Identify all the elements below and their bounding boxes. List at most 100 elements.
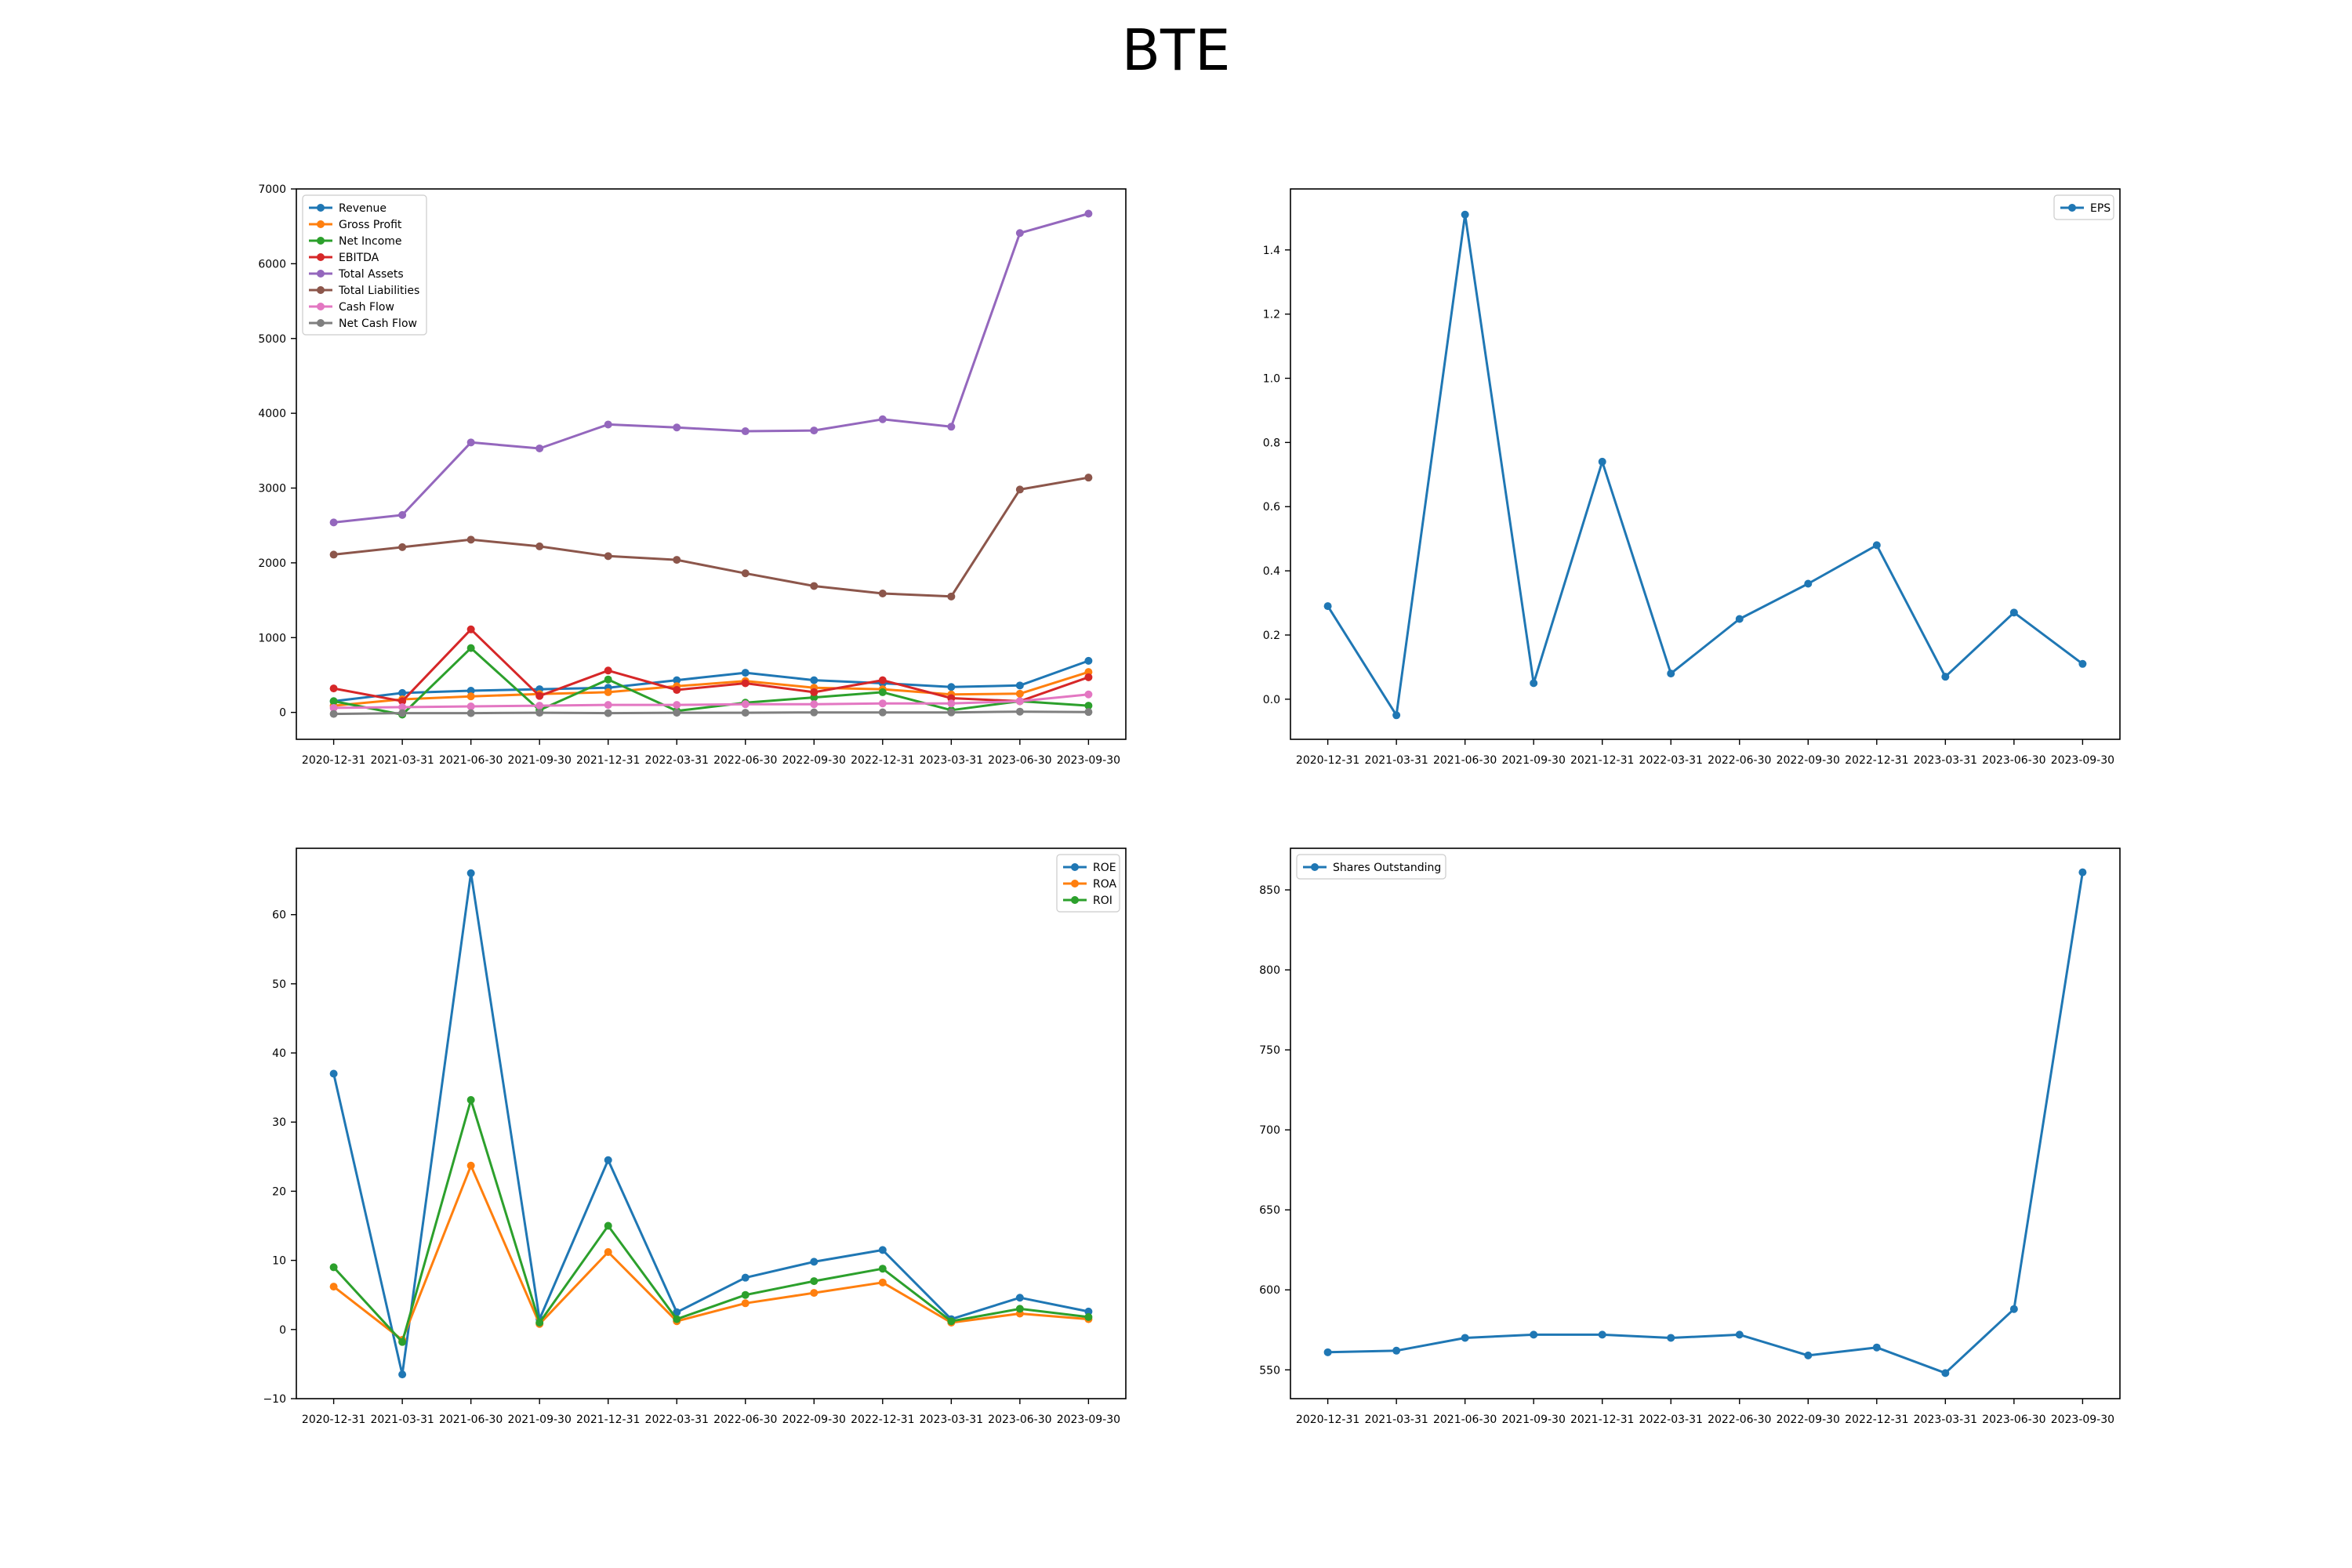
data-point — [1015, 697, 1024, 706]
legend-box — [1296, 854, 1446, 880]
x-tick-label: 2021-03-31 — [1364, 1414, 1428, 1426]
legend-marker — [2068, 204, 2076, 212]
data-point — [673, 556, 681, 564]
legend-label: EBITDA — [339, 252, 379, 264]
legend-marker — [317, 319, 325, 327]
data-point — [2009, 1305, 2018, 1313]
data-point — [1084, 656, 1093, 665]
x-tick-label: 2022-09-30 — [782, 754, 846, 767]
y-tick-label: 600 — [1259, 1284, 1280, 1297]
data-point — [878, 590, 887, 598]
data-point — [535, 709, 544, 717]
data-point — [741, 669, 750, 677]
legend-label: Revenue — [339, 202, 387, 215]
legend: Revenue Gross Profit Net Income EBITDA Total… — [302, 194, 427, 336]
x-tick-label: 2023-06-30 — [1982, 754, 2045, 767]
data-point — [1392, 1346, 1401, 1355]
y-tick-label: 700 — [1259, 1124, 1280, 1137]
data-point — [878, 1265, 887, 1273]
figure-title: BTE — [1121, 17, 1231, 83]
legend-marker — [317, 237, 325, 245]
x-tick-label: 2021-09-30 — [1501, 1414, 1565, 1426]
y-tick-label: 5000 — [258, 333, 286, 346]
y-tick-label: 1.0 — [1263, 373, 1280, 386]
data-point — [673, 1315, 681, 1323]
data-point — [741, 569, 750, 578]
x-tick-label: 2020-12-31 — [1296, 754, 1359, 767]
data-point — [604, 552, 612, 561]
series-line — [333, 710, 1089, 716]
data-point — [1323, 1348, 1332, 1356]
y-tick-label: 40 — [272, 1047, 286, 1060]
x-tick-label: 2023-03-31 — [920, 754, 983, 767]
data-point — [1084, 708, 1093, 717]
legend-label: Total Assets — [338, 268, 404, 281]
data-point — [1461, 210, 1469, 219]
x-tick-label: 2023-06-30 — [1982, 1414, 2045, 1426]
x-tick-label: 2023-09-30 — [2051, 754, 2114, 767]
data-point — [741, 709, 750, 717]
data-point — [466, 625, 475, 633]
data-point — [878, 415, 887, 423]
x-tick-label: 2023-06-30 — [988, 754, 1051, 767]
data-point — [878, 676, 887, 684]
series-line — [333, 476, 1089, 598]
y-tick-label: 650 — [1259, 1204, 1280, 1217]
data-point — [741, 679, 750, 688]
chart-financials: 2020-12-31 2021-03-31 2021-06-30 2021-09-30… — [258, 183, 1127, 767]
x-tick-label: 2022-09-30 — [1777, 754, 1840, 767]
data-point — [1735, 615, 1744, 623]
data-point — [604, 1221, 612, 1230]
x-tick-label: 2022-06-30 — [713, 1414, 777, 1426]
chart-shares-outstanding: 2020-12-31 2021-03-31 2021-06-30 2021-09-30… — [1259, 848, 2121, 1426]
data-point — [673, 1308, 681, 1316]
data-point — [810, 708, 818, 717]
series-line — [332, 1098, 1089, 1344]
legend-label: ROE — [1093, 862, 1116, 874]
series-line — [333, 628, 1089, 702]
data-point — [878, 1278, 887, 1287]
data-point — [329, 1069, 338, 1078]
legend: EPS — [2053, 194, 2114, 220]
data-point — [1461, 1334, 1469, 1342]
data-point — [741, 700, 750, 709]
data-point — [1015, 1294, 1024, 1302]
data-point — [604, 709, 612, 717]
legend-marker — [1071, 880, 1079, 887]
x-tick-label: 2021-06-30 — [439, 754, 503, 767]
data-point — [947, 423, 956, 431]
data-point — [329, 684, 338, 693]
data-point — [673, 423, 681, 432]
data-point — [673, 709, 681, 717]
data-point — [1941, 673, 1950, 681]
data-point — [878, 1246, 887, 1254]
y-tick-label: 20 — [272, 1185, 286, 1198]
data-point — [1804, 1351, 1813, 1359]
y-tick-label: 30 — [272, 1116, 286, 1129]
x-tick-label: 2021-03-31 — [370, 754, 434, 767]
x-tick-label: 2022-03-31 — [645, 754, 709, 767]
x-tick-label: 2022-06-30 — [1708, 1414, 1771, 1426]
data-point — [466, 644, 475, 652]
data-point — [398, 702, 407, 711]
data-point — [810, 1277, 818, 1286]
data-point — [604, 688, 612, 696]
data-point — [810, 582, 818, 590]
data-point — [329, 550, 338, 559]
x-tick-label: 2022-12-31 — [1845, 1414, 1908, 1426]
legend-marker — [317, 286, 325, 294]
x-tick-label: 2021-09-30 — [1501, 754, 1565, 767]
data-point — [1941, 1369, 1950, 1377]
data-point — [535, 702, 544, 710]
data-point — [1598, 1330, 1606, 1339]
data-point — [329, 710, 338, 718]
x-tick-label: 2023-03-31 — [1914, 1414, 1977, 1426]
data-point — [1735, 1330, 1744, 1339]
data-point — [604, 675, 612, 684]
data-point — [466, 438, 475, 447]
data-point — [1015, 1305, 1024, 1313]
x-tick-label: 2023-09-30 — [2051, 1414, 2114, 1426]
series-line — [333, 670, 1089, 707]
data-point — [466, 709, 475, 717]
